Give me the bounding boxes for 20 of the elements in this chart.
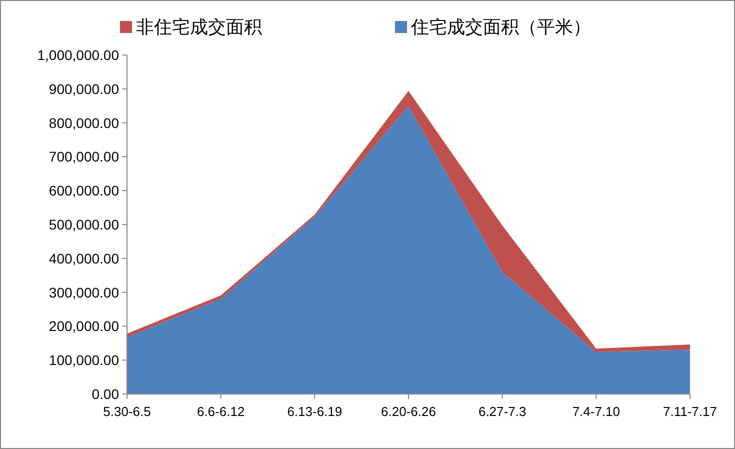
- legend-label: 住宅成交面积（平米）: [410, 17, 591, 37]
- y-tick-label: 900,000.00: [48, 80, 120, 97]
- y-tick-label: 1,000,000.00: [37, 47, 120, 63]
- x-tick-label: 6.20-6.26: [381, 404, 436, 419]
- y-tick-label: 600,000.00: [48, 182, 120, 199]
- x-tick-label: 7.11-7.17: [663, 404, 717, 419]
- x-tick-label: 6.6-6.12: [196, 404, 245, 419]
- x-tick-label: 6.13-6.19: [287, 404, 342, 419]
- y-tick-label: 400,000.00: [48, 250, 120, 266]
- x-tick-label: 6.27-7.3: [478, 404, 526, 419]
- y-tick-label: 100,000.00: [48, 352, 120, 368]
- x-tick-label: 5.30-6.5: [103, 404, 151, 419]
- y-tick-label: 800,000.00: [48, 114, 120, 131]
- x-tick-label: 7.4-7.10: [572, 404, 620, 419]
- y-tick-label: 500,000.00: [48, 216, 120, 232]
- legend-label: 非住宅成交面积: [136, 17, 262, 37]
- y-tick-label: 0.00: [92, 386, 120, 402]
- y-tick-label: 700,000.00: [48, 148, 120, 165]
- y-tick-label: 200,000.00: [48, 318, 120, 334]
- y-tick-label: 300,000.00: [48, 284, 120, 300]
